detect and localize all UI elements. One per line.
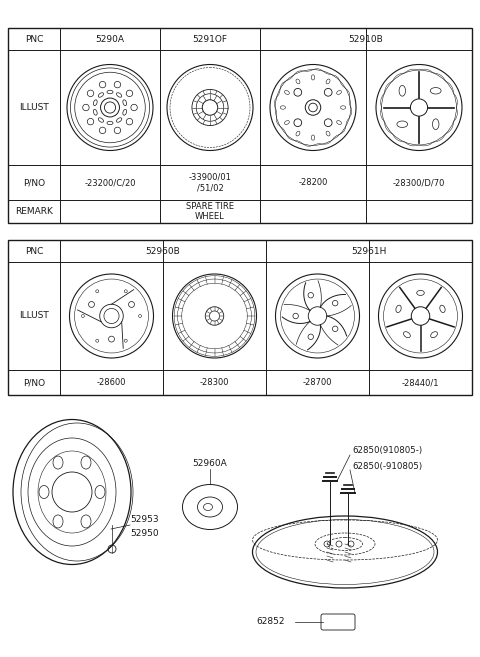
Text: 52960A: 52960A xyxy=(192,459,228,468)
Text: 62852: 62852 xyxy=(256,618,285,627)
Text: -28700: -28700 xyxy=(303,378,332,387)
Text: REMARK: REMARK xyxy=(15,207,53,216)
Text: SPARE TIRE
WHEEL: SPARE TIRE WHEEL xyxy=(186,202,234,221)
Text: 62850(-910805): 62850(-910805) xyxy=(352,463,422,472)
Text: -28300: -28300 xyxy=(200,378,229,387)
Bar xyxy=(8,28,472,223)
Text: -33900/01
/51/02: -33900/01 /51/02 xyxy=(189,173,231,193)
Text: 52961H: 52961H xyxy=(351,246,387,256)
Text: 52960B: 52960B xyxy=(145,246,180,256)
Text: 5291OF: 5291OF xyxy=(192,35,228,43)
Text: 52910B: 52910B xyxy=(348,35,384,43)
Text: 52950: 52950 xyxy=(130,528,158,537)
Text: 52953: 52953 xyxy=(130,514,158,524)
Text: ILLUST: ILLUST xyxy=(19,103,49,112)
Text: P/NO: P/NO xyxy=(23,178,45,187)
Text: PNC: PNC xyxy=(25,246,43,256)
Text: ILLUST: ILLUST xyxy=(19,311,49,321)
Text: P/NO: P/NO xyxy=(23,378,45,387)
Text: -28300/D/70: -28300/D/70 xyxy=(393,178,445,187)
Bar xyxy=(8,240,472,395)
Text: 5290A: 5290A xyxy=(96,35,124,43)
Text: -23200/C/20: -23200/C/20 xyxy=(84,178,136,187)
Text: 62850(910805-): 62850(910805-) xyxy=(352,447,422,455)
Text: PNC: PNC xyxy=(25,35,43,43)
Text: -28440/1: -28440/1 xyxy=(402,378,439,387)
Text: -28200: -28200 xyxy=(298,178,328,187)
Text: -28600: -28600 xyxy=(97,378,126,387)
